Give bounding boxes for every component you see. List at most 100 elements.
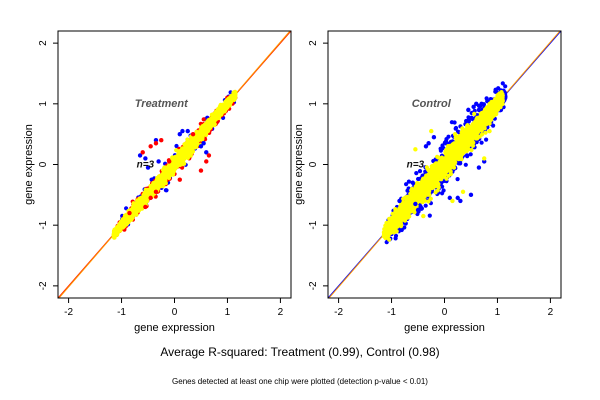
data-point (224, 99, 229, 104)
x-tick-label: 0 (172, 307, 178, 318)
data-point (463, 162, 468, 167)
data-point (493, 87, 498, 92)
data-point (152, 183, 157, 188)
data-point (500, 81, 505, 86)
data-point (160, 181, 165, 186)
outlier-point (140, 150, 145, 155)
outlier-point (204, 159, 209, 164)
outlier-point (137, 153, 143, 158)
data-point (169, 169, 174, 174)
series-2 (111, 89, 238, 240)
outlier-point (190, 131, 196, 137)
data-point (217, 109, 222, 114)
data-point (405, 188, 410, 193)
data-point (503, 84, 508, 89)
data-point (155, 175, 160, 181)
data-point (187, 148, 192, 153)
data-point (135, 206, 141, 211)
data-point (185, 144, 190, 149)
data-point (145, 195, 150, 200)
data-point (173, 156, 178, 161)
data-point (174, 161, 179, 166)
data-point (174, 143, 179, 149)
data-point (232, 94, 237, 99)
data-point (453, 125, 459, 131)
outlier-point (204, 150, 209, 155)
data-point (466, 119, 471, 124)
outlier-point (153, 138, 159, 143)
data-point (414, 171, 419, 176)
x-axis-label: gene expression (134, 322, 215, 334)
outlier-point (143, 204, 148, 210)
data-point (208, 120, 213, 125)
outliers-0 (137, 128, 209, 170)
data-point (393, 233, 399, 238)
data-point (224, 106, 229, 111)
data-point (214, 114, 219, 119)
outlier-point (177, 131, 182, 137)
data-point (485, 99, 490, 104)
data-point (179, 162, 184, 167)
outlier-point (201, 141, 206, 146)
data-point (433, 190, 438, 195)
data-point (426, 199, 431, 204)
data-point (129, 217, 134, 222)
data-point (172, 165, 177, 171)
data-point (416, 176, 421, 182)
data-point (162, 165, 167, 170)
data-point (166, 173, 171, 178)
y-axis-label: gene expression (23, 124, 35, 205)
data-point (201, 117, 206, 122)
data-point (233, 89, 238, 94)
data-point (444, 137, 449, 142)
data-point (455, 177, 460, 182)
data-point (182, 148, 188, 153)
outlier-point (198, 144, 204, 149)
data-point (117, 227, 122, 233)
data-point (150, 192, 155, 197)
outlier-point (148, 195, 153, 201)
series-2 (381, 90, 505, 242)
data-point (200, 129, 205, 134)
x-tick-label: 2 (278, 307, 284, 318)
y-tick-label: 1 (38, 101, 49, 107)
outlier-point (148, 144, 153, 149)
outlier-point (156, 159, 161, 164)
data-point (170, 155, 175, 160)
outlier-point (198, 168, 204, 173)
data-point (484, 137, 489, 142)
y-tick-label: -2 (38, 281, 49, 290)
data-point (186, 140, 192, 145)
data-point (479, 140, 484, 145)
data-point (164, 169, 169, 174)
data-point (456, 161, 461, 166)
data-point (190, 145, 195, 150)
data-point (111, 232, 116, 237)
x-tick-label: -1 (117, 307, 126, 318)
outlier-point (185, 128, 190, 134)
data-point (440, 191, 445, 196)
data-point (139, 206, 144, 211)
data-point (449, 120, 454, 125)
data-point (162, 172, 167, 177)
outlier-point (143, 156, 148, 161)
data-point (464, 153, 470, 158)
plot-area (328, 31, 561, 298)
plot-area (58, 31, 291, 298)
outlier-point (153, 189, 159, 195)
data-point (134, 201, 139, 206)
data-point (404, 182, 409, 187)
x-tick-label: 1 (225, 307, 231, 318)
outlier-point (177, 177, 182, 182)
data-point (211, 116, 216, 121)
sample-count-annotation: n=3 (137, 160, 155, 171)
data-point (423, 203, 428, 208)
data-point (427, 213, 432, 218)
data-point (417, 169, 423, 174)
outlier-point (167, 159, 172, 164)
outlier-point (153, 141, 159, 146)
data-point (406, 179, 411, 184)
